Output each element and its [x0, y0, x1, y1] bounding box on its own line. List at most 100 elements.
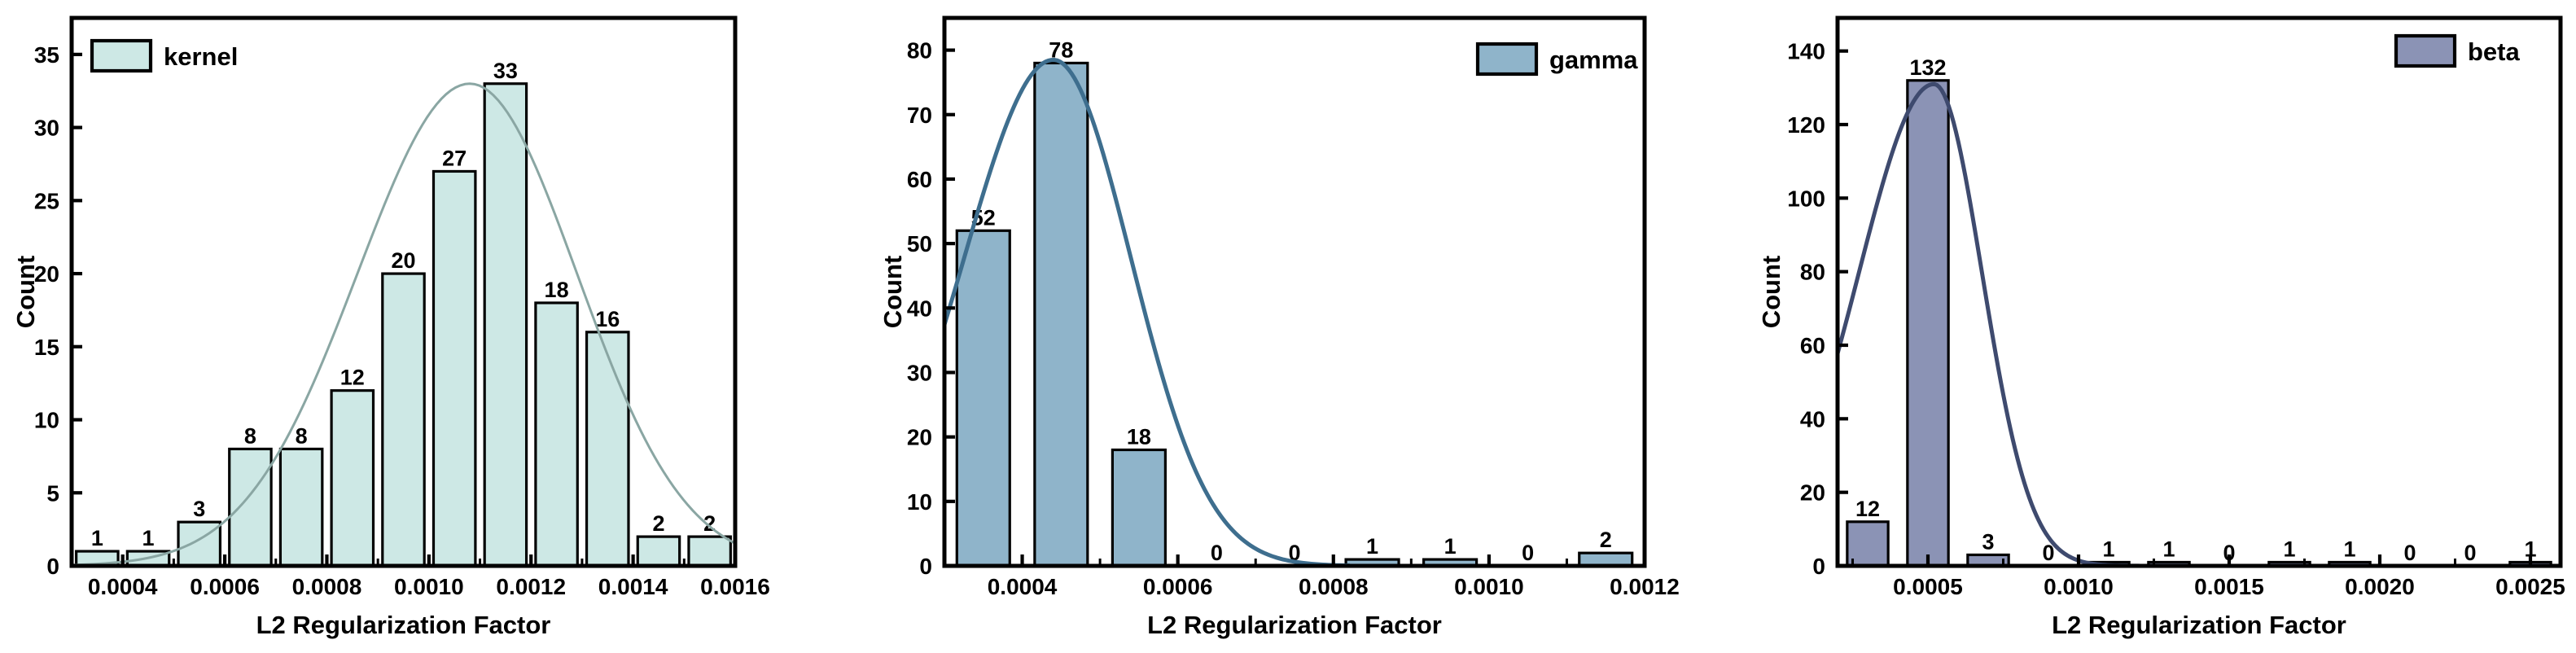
x-axis-title: L2 Regularization Factor — [1147, 611, 1442, 639]
histogram-bar — [585, 331, 630, 568]
y-tick-label: 10 — [907, 489, 932, 515]
bar-value-label: 132 — [1909, 55, 1946, 80]
x-tick-label: 0.0004 — [988, 574, 1058, 599]
bar-value-label: 2 — [652, 511, 664, 536]
y-tick-label: 60 — [907, 167, 932, 192]
kde-curve — [72, 82, 735, 566]
plot-border — [1835, 15, 2563, 568]
y-tick-label: 25 — [34, 188, 59, 213]
plot-border — [942, 15, 1647, 568]
bar-value-label: 0 — [1522, 541, 1534, 565]
histogram-bar — [330, 389, 375, 568]
bar-value-label: 1 — [142, 526, 155, 550]
y-tick-label: 80 — [1800, 260, 1825, 285]
x-tick-label: 0.0006 — [190, 574, 260, 599]
y-axis-title: Count — [1757, 256, 1785, 329]
legend-label: kernel — [164, 42, 238, 71]
bar-value-label: 0 — [1211, 541, 1223, 565]
y-tick-label: 30 — [34, 116, 59, 141]
bar-value-label: 0 — [2223, 541, 2235, 565]
histogram-bar — [534, 301, 579, 568]
bar-value-label: 18 — [545, 278, 569, 302]
y-tick-label: 5 — [46, 480, 59, 506]
bar-labels-group: 12 132 3 0 1 1 0 1 1 0 0 1 — [1855, 55, 2537, 565]
x-tick-label: 0.0014 — [598, 574, 668, 599]
y-tick-label: 40 — [907, 296, 932, 321]
histogram-bar — [278, 447, 324, 568]
histogram-bar — [955, 229, 1011, 568]
histogram-bar — [1111, 448, 1167, 568]
histogram-bar — [687, 535, 732, 568]
bars-group — [955, 61, 1634, 568]
bar-value-label: 0 — [2042, 541, 2054, 565]
x-tick-label: 0.0012 — [1610, 574, 1680, 599]
y-tick-label: 20 — [907, 425, 932, 450]
bar-value-label: 1 — [2102, 537, 2114, 561]
y-tick-label: 100 — [1787, 186, 1825, 211]
bar-value-label: 12 — [340, 366, 365, 390]
y-tick-label: 120 — [1787, 112, 1825, 138]
plot-border — [69, 15, 738, 568]
bar-value-label: 3 — [193, 497, 205, 521]
x-tick-label: 0.0004 — [88, 574, 158, 599]
legend-swatch — [90, 38, 153, 73]
histogram-bar — [1846, 520, 1890, 568]
y-tick-label: 30 — [907, 360, 932, 385]
bar-value-label: 33 — [493, 59, 518, 83]
kde-curve — [944, 58, 1352, 566]
bar-value-label: 1 — [2343, 537, 2355, 561]
bar-value-label: 1 — [2283, 537, 2295, 561]
y-tick-label: 35 — [34, 42, 59, 68]
bar-value-label: 27 — [442, 146, 467, 170]
y-tick-label: 40 — [1800, 406, 1825, 432]
y-tick-label: 140 — [1787, 39, 1825, 64]
bar-value-label: 8 — [244, 423, 256, 448]
y-tick-label: 10 — [34, 408, 59, 433]
y-tick-label: 0 — [46, 554, 59, 579]
y-axis-title: Count — [878, 256, 907, 329]
legend: beta — [2394, 33, 2521, 68]
bar-value-label: 12 — [1855, 497, 1880, 521]
ticks-group — [72, 52, 738, 568]
histogram-bar — [1906, 79, 1950, 568]
legend-label: gamma — [1549, 46, 1638, 74]
bar-value-label: 0 — [2403, 541, 2416, 565]
y-tick-label: 50 — [907, 231, 932, 256]
bar-value-label: 18 — [1127, 424, 1151, 449]
bar-value-label: 1 — [2524, 537, 2536, 561]
bar-value-label: 1 — [1444, 534, 1457, 559]
y-tick-label: 20 — [34, 261, 59, 287]
x-axis-title: L2 Regularization Factor — [256, 611, 551, 639]
kde-curve — [1838, 81, 2171, 566]
x-tick-label: 0.0006 — [1143, 574, 1213, 599]
legend-swatch — [2394, 33, 2457, 68]
x-tick-label: 0.0016 — [700, 574, 770, 599]
y-tick-label: 60 — [1800, 333, 1825, 358]
legend-label: beta — [2468, 37, 2521, 66]
bar-value-label: 0 — [2464, 541, 2476, 565]
x-tick-label: 0.0005 — [1893, 574, 1963, 599]
bar-value-label: 8 — [296, 423, 308, 448]
bar-value-label: 3 — [1982, 529, 1994, 554]
histogram-bar — [381, 272, 426, 568]
x-axis-title: L2 Regularization Factor — [2052, 611, 2346, 639]
bars-group — [75, 82, 732, 568]
legend: kernel — [90, 38, 238, 73]
histogram-bar — [636, 535, 681, 568]
x-tick-label: 0.0008 — [1299, 574, 1369, 599]
histogram-bar — [1033, 61, 1089, 568]
x-tick-label: 0.0015 — [2194, 574, 2264, 599]
bar-value-label: 2 — [1600, 528, 1612, 552]
x-tick-label: 0.0025 — [2495, 574, 2565, 599]
legend-swatch — [1475, 42, 1539, 77]
histogram-bar — [483, 82, 528, 568]
x-tick-label: 0.0008 — [292, 574, 362, 599]
x-tick-label: 0.0020 — [2345, 574, 2415, 599]
legend: gamma — [1475, 42, 1638, 77]
y-tick-label: 15 — [34, 335, 59, 360]
